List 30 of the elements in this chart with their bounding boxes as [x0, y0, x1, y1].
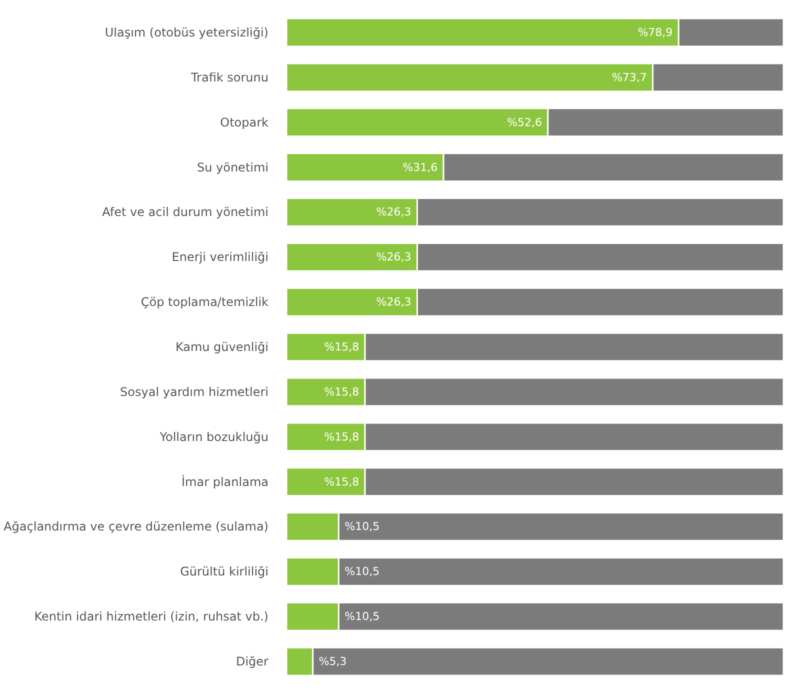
y-tick-label: Enerji verimliliği — [172, 250, 269, 264]
data-label: %10,5 — [344, 610, 380, 624]
data-label: %15,8 — [324, 430, 360, 444]
y-tick-label: Ağaçlandırma ve çevre düzenleme (sulama) — [4, 520, 269, 534]
data-label: %15,8 — [324, 385, 360, 398]
data-label: %52,6 — [507, 116, 542, 129]
data-label: %78,9 — [638, 26, 673, 39]
y-tick-label: Gürültü kirliliği — [180, 564, 268, 579]
data-label: %26,3 — [376, 250, 412, 264]
y-tick-label: Çöp toplama/temizlik — [140, 295, 269, 310]
y-tick-label: Ulaşım (otobüs yetersizliği) — [104, 25, 269, 40]
y-tick-label: Trafik sorunu — [190, 70, 269, 84]
data-label: %15,8 — [324, 340, 360, 354]
y-tick-label: Su yönetimi — [196, 160, 268, 174]
data-label: %73,7 — [612, 70, 647, 84]
data-label: %5,3 — [318, 655, 347, 668]
y-tick-label: Diğer — [236, 654, 269, 669]
y-tick-label: Yolların bozukluğu — [158, 430, 269, 444]
y-tick-label: Kamu güvenliği — [175, 340, 269, 354]
y-tick-label: Afet ve acil durum yönetimi — [102, 205, 269, 220]
data-label: %10,5 — [344, 520, 380, 534]
y-tick-label: İmar planlama — [182, 474, 269, 489]
data-label: %10,5 — [344, 565, 380, 578]
y-tick-label: Otopark — [220, 115, 269, 130]
y-tick-label: Kentin idari hizmetleri (izin, ruhsat vb.) — [34, 610, 269, 624]
data-label: %26,3 — [376, 296, 412, 309]
data-label: %26,3 — [376, 206, 412, 219]
data-label: %15,8 — [324, 475, 360, 488]
data-label: %31,6 — [402, 160, 438, 174]
y-tick-label: Sosyal yardım hizmetleri — [120, 384, 269, 399]
